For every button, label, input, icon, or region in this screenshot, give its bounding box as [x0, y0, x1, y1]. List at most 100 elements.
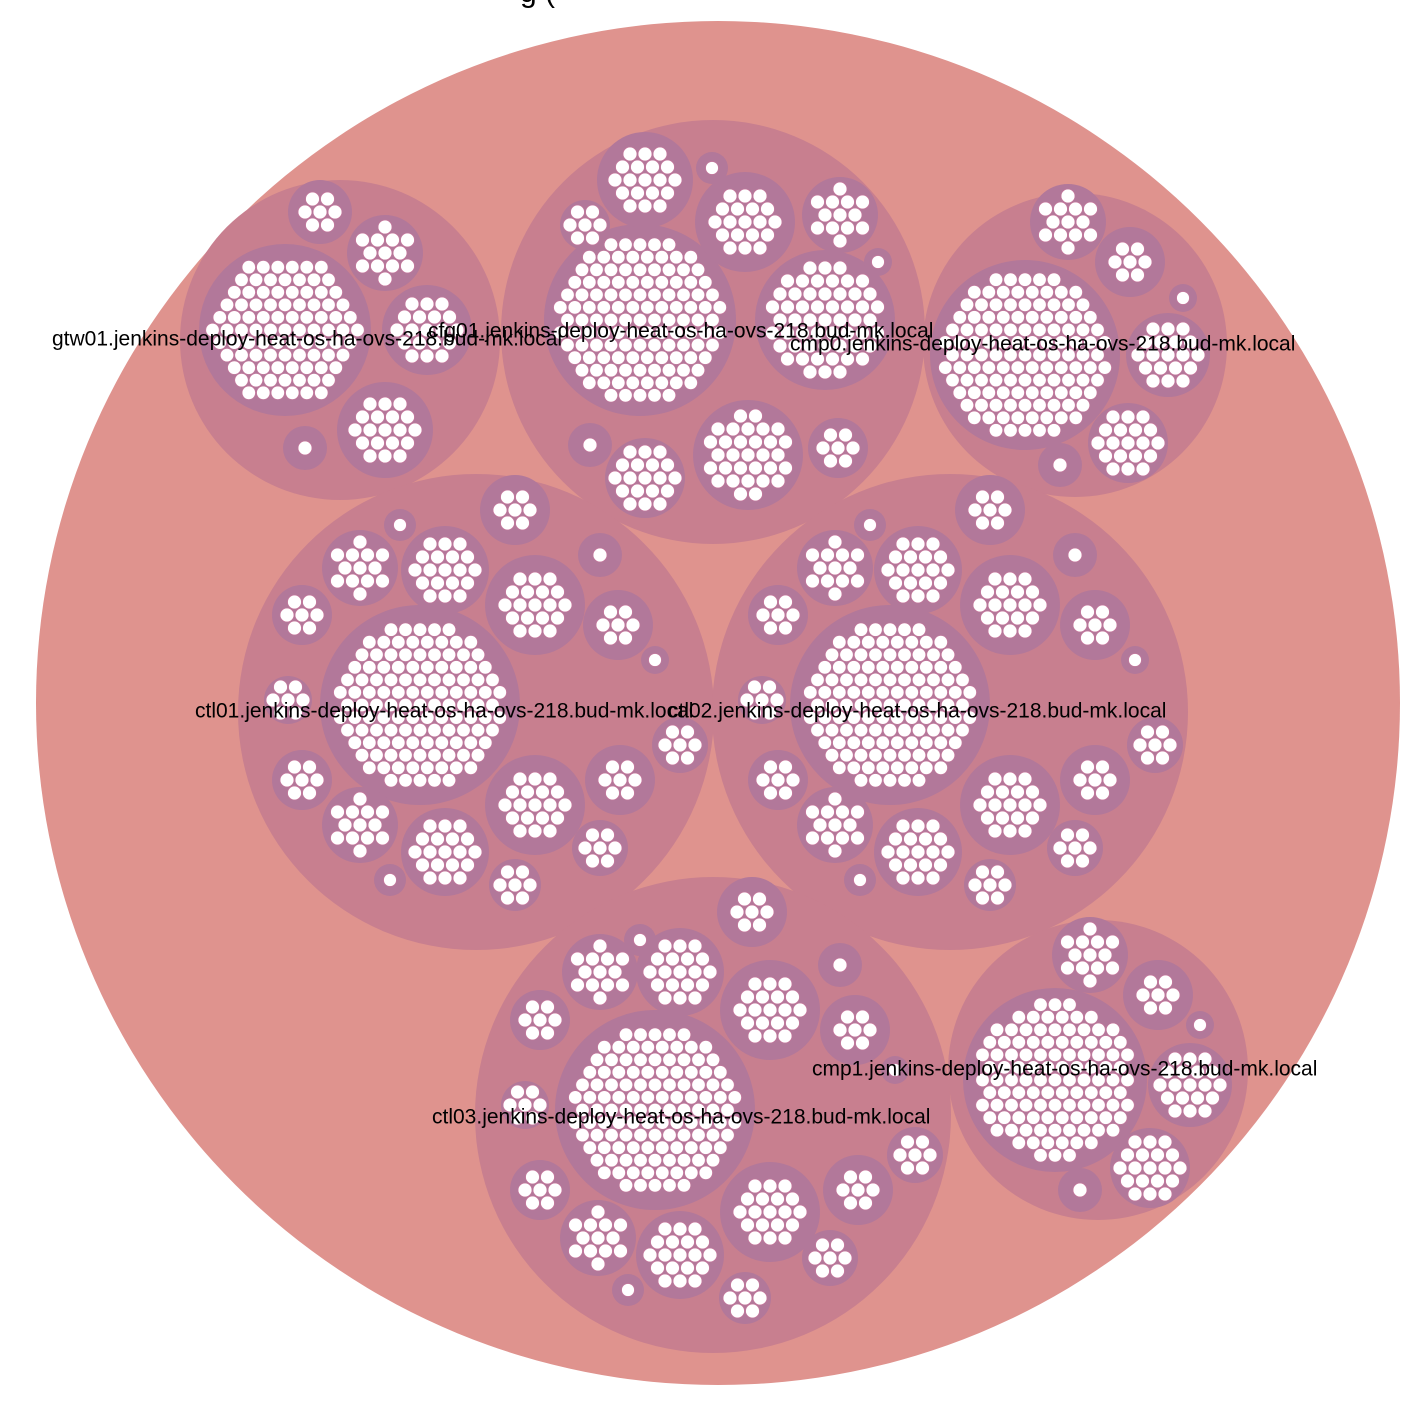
leaf-circle[interactable] — [1002, 797, 1018, 813]
leaf-circle[interactable] — [369, 697, 384, 712]
leaf-circle[interactable] — [520, 784, 535, 800]
leaf-circle[interactable] — [492, 710, 507, 725]
leaf-circle[interactable] — [420, 635, 435, 650]
leaf-circle[interactable] — [919, 635, 934, 650]
leaf-circle[interactable] — [815, 1237, 830, 1253]
leaf-circle[interactable] — [596, 375, 611, 390]
leaf-circle[interactable] — [615, 185, 630, 201]
leaf-circle[interactable] — [1062, 1123, 1077, 1138]
leaf-circle[interactable] — [855, 220, 870, 236]
leaf-circle[interactable] — [456, 697, 471, 712]
leaf-circle[interactable] — [1060, 240, 1076, 256]
leaf-circle[interactable] — [762, 976, 778, 992]
leaf-circle[interactable] — [690, 287, 705, 302]
leaf-circle[interactable] — [1197, 1051, 1213, 1067]
leaf-circle[interactable] — [1055, 1060, 1070, 1075]
leaf-circle[interactable] — [360, 804, 375, 820]
leaf-circle[interactable] — [824, 672, 839, 687]
leaf-circle[interactable] — [485, 723, 500, 738]
leaf-circle[interactable] — [389, 322, 405, 338]
leaf-circle[interactable] — [837, 1250, 853, 1266]
leaf-circle[interactable] — [562, 217, 578, 233]
leaf-circle[interactable] — [1098, 422, 1113, 438]
leaf-circle[interactable] — [1105, 435, 1121, 451]
leaf-circle[interactable] — [959, 297, 974, 312]
leaf-circle[interactable] — [1175, 373, 1191, 389]
leaf-circle[interactable] — [611, 325, 626, 340]
leaf-circle[interactable] — [652, 146, 668, 162]
leaf-circle[interactable] — [990, 890, 1005, 906]
leaf-circle[interactable] — [1060, 853, 1075, 869]
leaf-circle[interactable] — [807, 1250, 823, 1266]
leaf-circle[interactable] — [633, 1077, 648, 1092]
leaf-circle[interactable] — [370, 409, 385, 425]
leaf-circle[interactable] — [647, 1077, 662, 1092]
leaf-circle[interactable] — [820, 573, 835, 589]
leaf-circle[interactable] — [933, 685, 948, 700]
leaf-circle[interactable] — [347, 685, 362, 700]
leaf-circle[interactable] — [376, 660, 391, 675]
leaf-circle[interactable] — [615, 159, 630, 175]
leaf-circle[interactable] — [882, 697, 897, 712]
leaf-circle[interactable] — [630, 483, 645, 499]
leaf-circle[interactable] — [982, 1035, 997, 1050]
leaf-circle[interactable] — [996, 310, 1011, 325]
leaf-circle[interactable] — [441, 748, 456, 763]
leaf-circle[interactable] — [910, 818, 926, 834]
leaf-circle[interactable] — [383, 647, 398, 662]
leaf-circle[interactable] — [832, 260, 848, 276]
leaf-circle[interactable] — [974, 297, 989, 312]
leaf-circle[interactable] — [687, 938, 703, 954]
leaf-circle[interactable] — [535, 584, 550, 600]
leaf-circle[interactable] — [575, 1230, 591, 1246]
leaf-circle[interactable] — [1069, 1010, 1084, 1025]
leaf-circle[interactable] — [633, 1153, 648, 1168]
leaf-circle[interactable] — [1025, 610, 1040, 626]
leaf-circle[interactable] — [1168, 334, 1183, 350]
leaf-circle[interactable] — [832, 760, 847, 775]
leaf-circle[interactable] — [853, 773, 868, 788]
leaf-circle[interactable] — [1135, 435, 1151, 451]
leaf-circle[interactable] — [855, 194, 870, 210]
leaf-circle[interactable] — [542, 597, 558, 613]
leaf-circle[interactable] — [427, 672, 442, 687]
leaf-circle[interactable] — [669, 375, 684, 390]
leaf-circle[interactable] — [710, 447, 726, 463]
leaf-circle[interactable] — [335, 297, 350, 312]
leaf-circle[interactable] — [1157, 1134, 1173, 1150]
leaf-circle[interactable] — [975, 1047, 990, 1062]
leaf-circle[interactable] — [904, 760, 919, 775]
leaf-circle[interactable] — [737, 1290, 753, 1306]
leaf-circle[interactable] — [449, 760, 464, 775]
leaf-circle[interactable] — [817, 710, 832, 725]
leaf-circle[interactable] — [347, 735, 362, 750]
leaf-circle[interactable] — [911, 723, 926, 738]
leaf-circle[interactable] — [762, 1028, 778, 1044]
leaf-circle[interactable] — [987, 823, 1003, 839]
leaf-circle[interactable] — [285, 335, 300, 350]
leaf-circle[interactable] — [683, 350, 698, 365]
leaf-circle[interactable] — [377, 245, 393, 261]
leaf-circle[interactable] — [846, 760, 861, 775]
leaf-circle[interactable] — [234, 348, 249, 363]
leaf-circle[interactable] — [400, 409, 415, 425]
leaf-circle[interactable] — [452, 844, 468, 860]
leaf-circle[interactable] — [620, 785, 635, 801]
leaf-circle[interactable] — [645, 159, 660, 175]
leaf-circle[interactable] — [919, 685, 934, 700]
leaf-circle[interactable] — [684, 1065, 699, 1080]
leaf-circle[interactable] — [1017, 797, 1033, 813]
leaf-circle[interactable] — [212, 310, 227, 325]
leaf-circle[interactable] — [1010, 385, 1025, 400]
leaf-circle[interactable] — [672, 964, 688, 980]
leaf-circle[interactable] — [532, 1182, 548, 1198]
leaf-circle[interactable] — [589, 1103, 604, 1118]
leaf-circle[interactable] — [707, 214, 723, 230]
leaf-circle[interactable] — [1069, 1135, 1084, 1150]
leaf-circle[interactable] — [383, 672, 398, 687]
leaf-circle[interactable] — [1138, 360, 1153, 376]
leaf-circle[interactable] — [287, 594, 302, 610]
leaf-circle[interactable] — [1143, 974, 1158, 990]
leaf-circle[interactable] — [249, 373, 264, 388]
leaf-circle[interactable] — [452, 818, 468, 834]
